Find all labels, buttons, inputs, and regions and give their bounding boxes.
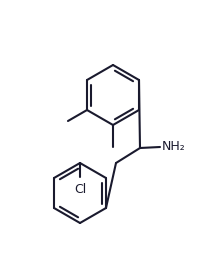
- Text: Cl: Cl: [74, 183, 86, 196]
- Text: NH₂: NH₂: [162, 140, 186, 153]
